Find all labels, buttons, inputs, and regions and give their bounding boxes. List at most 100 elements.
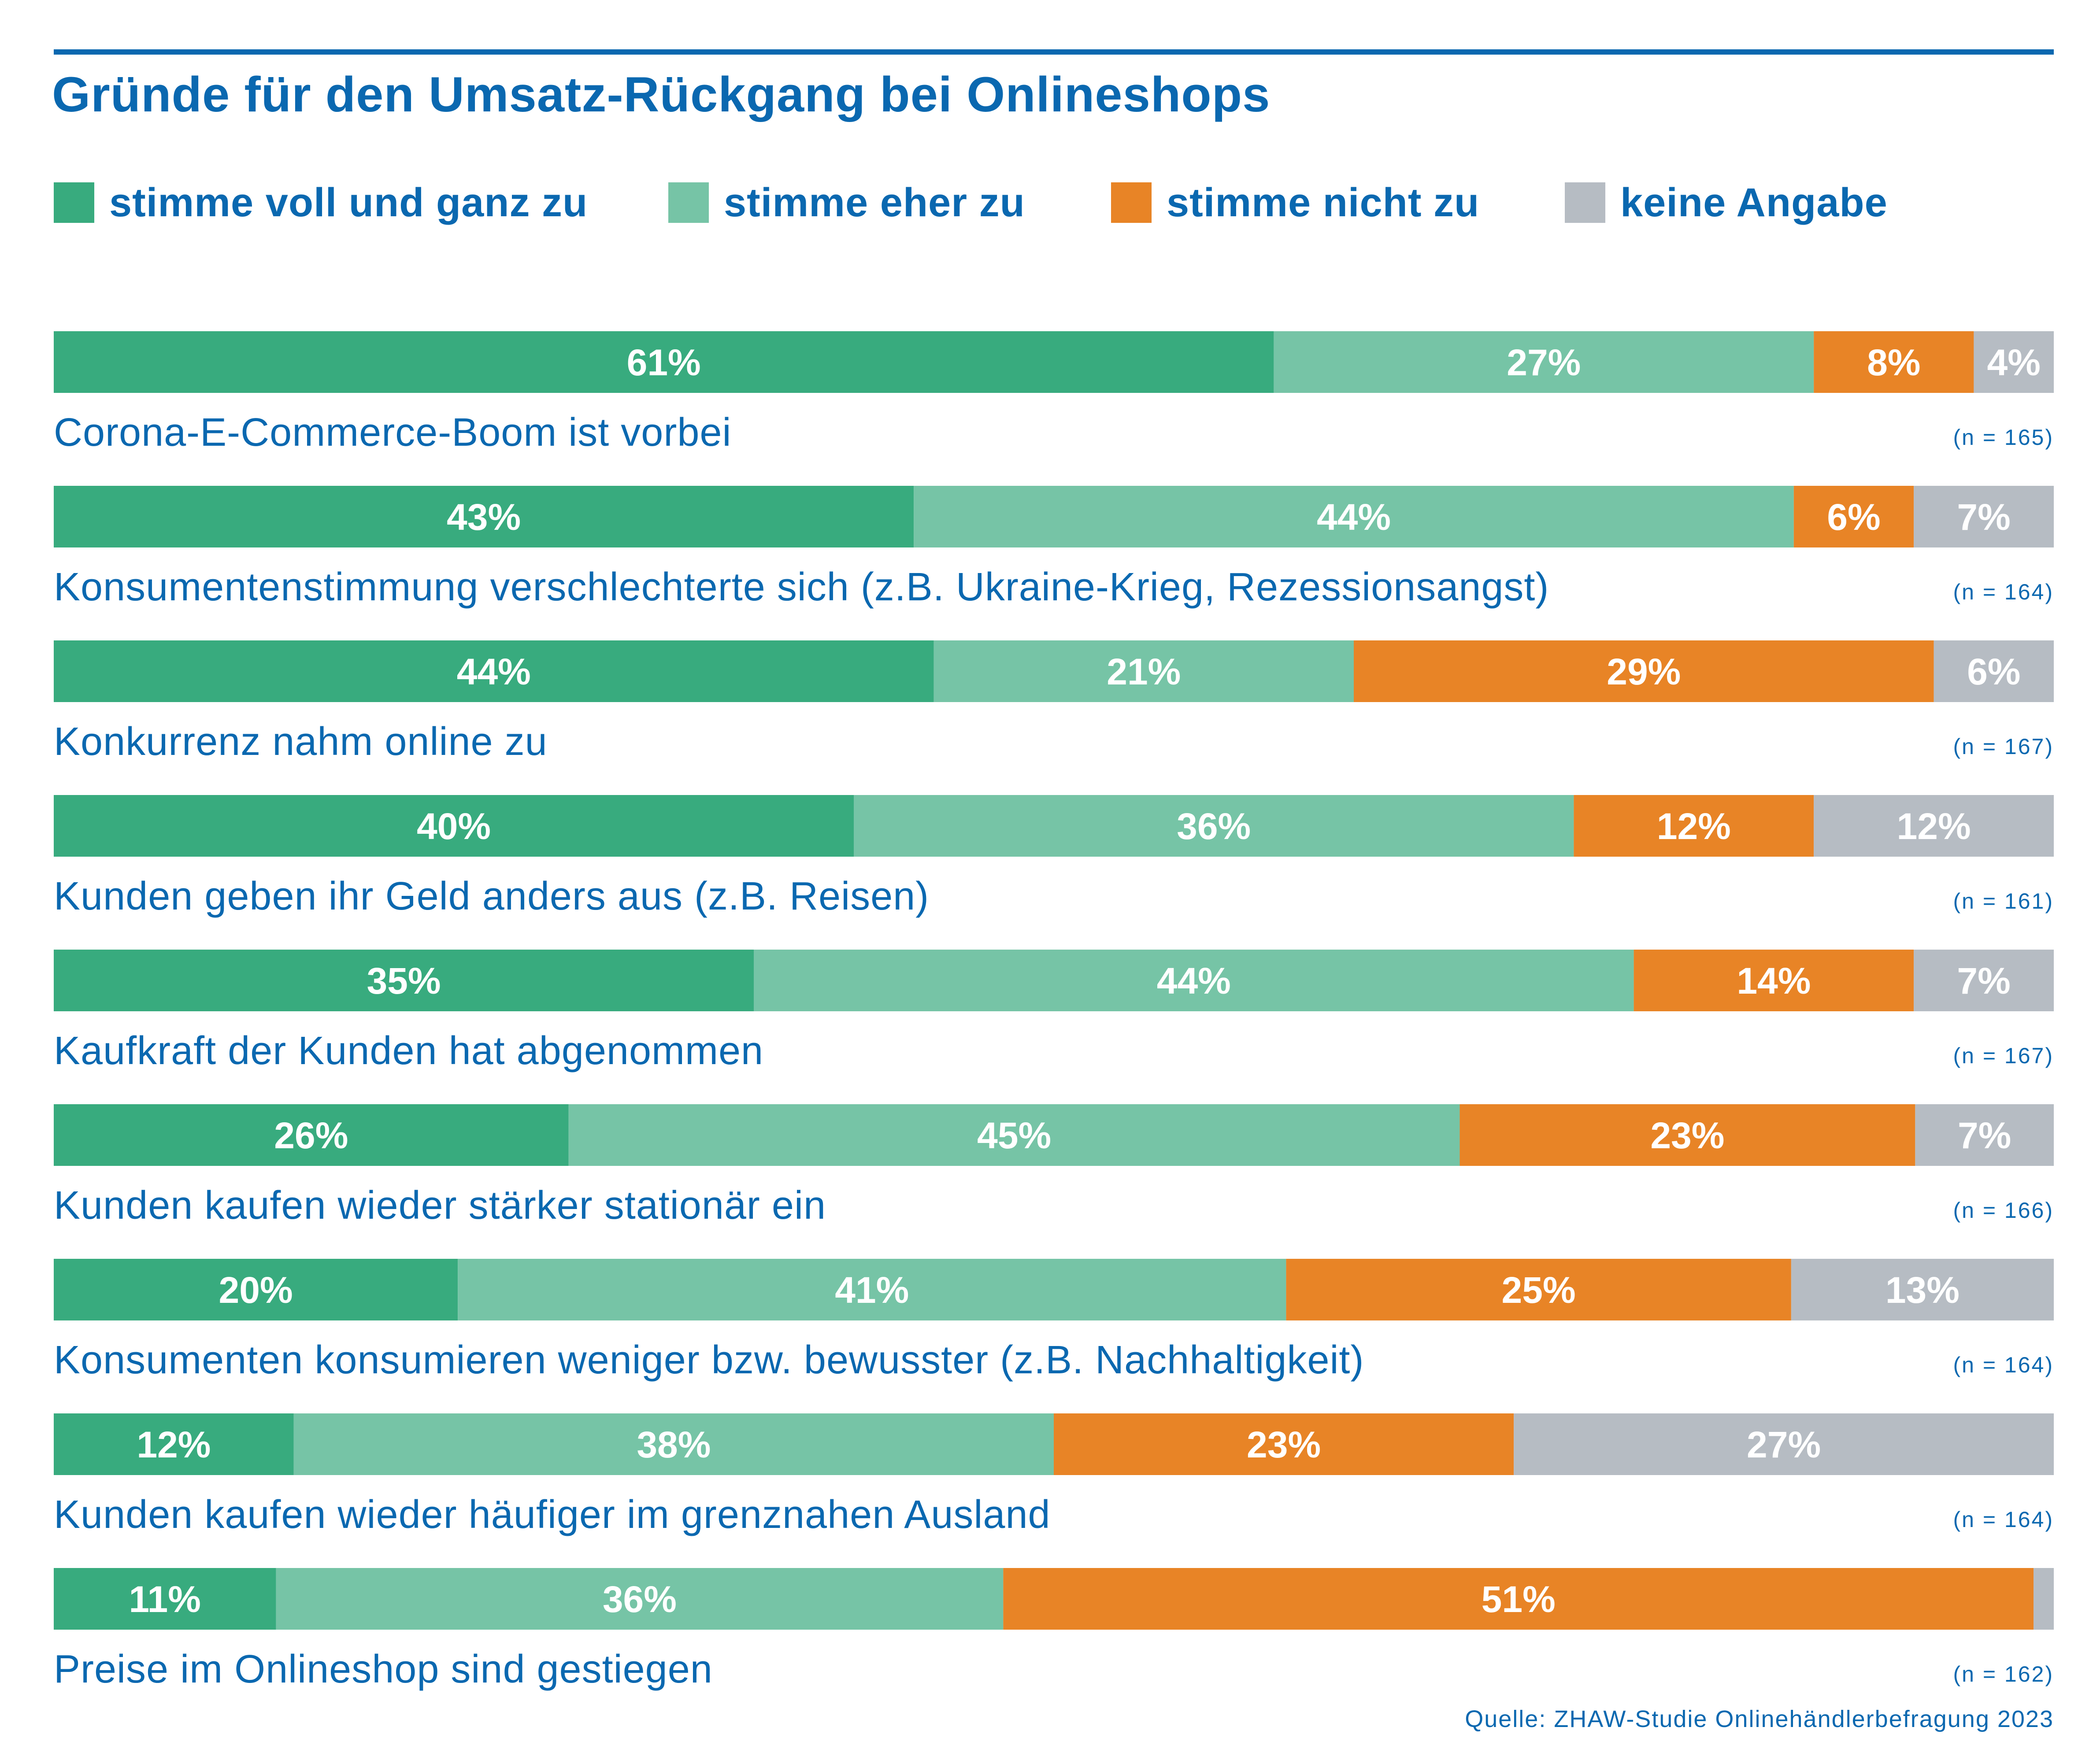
bar-segment-eher bbox=[754, 950, 1634, 1011]
value-label: 27% bbox=[1747, 1424, 1821, 1465]
bar-segment-eher bbox=[276, 1568, 1004, 1630]
value-label: 7% bbox=[1957, 960, 2010, 1002]
bar-segment-nicht bbox=[1054, 1413, 1514, 1475]
bar-segment-nicht bbox=[1634, 950, 1914, 1011]
value-label: 6% bbox=[1827, 496, 1880, 538]
value-label: 12% bbox=[1657, 806, 1731, 847]
bar-segment-eher bbox=[854, 795, 1574, 857]
sample-size-label: (n = 164) bbox=[1953, 580, 2054, 604]
bar-segment-eher bbox=[1274, 331, 1814, 393]
bar-segment-voll bbox=[54, 1259, 458, 1320]
value-label: 8% bbox=[1867, 342, 1920, 383]
value-label: 26% bbox=[274, 1115, 348, 1156]
legend-swatch bbox=[668, 182, 709, 223]
legend-label: keine Angabe bbox=[1620, 180, 1888, 225]
bar-segment-eher bbox=[568, 1104, 1460, 1166]
legend-swatch bbox=[1565, 182, 1605, 223]
title-rule bbox=[54, 49, 2054, 55]
bar-segment-nicht bbox=[1003, 1568, 2034, 1630]
value-label: 12% bbox=[1897, 806, 1971, 847]
legend-label: stimme nicht zu bbox=[1167, 180, 1480, 225]
sample-size-label: (n = 165) bbox=[1953, 425, 2054, 450]
value-label: 7% bbox=[1958, 1115, 2011, 1156]
value-label: 38% bbox=[637, 1424, 711, 1465]
bar-segment-keine-angabe bbox=[1934, 640, 2054, 702]
value-label: 61% bbox=[627, 342, 701, 383]
sample-size-label: (n = 164) bbox=[1953, 1507, 2054, 1532]
bar-segment-keine-angabe bbox=[1915, 1104, 2054, 1166]
bar-segment-eher bbox=[934, 640, 1354, 702]
sample-size-label: (n = 166) bbox=[1953, 1198, 2054, 1223]
legend-label: stimme voll und ganz zu bbox=[109, 180, 588, 225]
bar-segment-eher bbox=[293, 1413, 1054, 1475]
value-label: 13% bbox=[1886, 1269, 1960, 1311]
value-label: 27% bbox=[1507, 342, 1581, 383]
source-note: Quelle: ZHAW-Studie Onlinehändlerbefragu… bbox=[1465, 1706, 2054, 1732]
sample-size-label: (n = 167) bbox=[1953, 1043, 2054, 1068]
value-label: 20% bbox=[219, 1269, 293, 1311]
bar-segment-keine-angabe bbox=[1974, 331, 2054, 393]
legend-label: stimme eher zu bbox=[724, 180, 1025, 225]
value-label: 43% bbox=[447, 496, 521, 538]
value-label: 21% bbox=[1107, 651, 1181, 692]
category-label: Konsumentenstimmung verschlechterte sich… bbox=[54, 565, 1549, 609]
category-label: Kunden kaufen wieder häufiger im grenzna… bbox=[54, 1493, 1051, 1537]
bar-segment-nicht bbox=[1460, 1104, 1915, 1166]
value-label: 25% bbox=[1502, 1269, 1576, 1311]
bar-segment-voll bbox=[54, 1413, 294, 1475]
bar-segment-nicht bbox=[1574, 795, 1814, 857]
value-label: 45% bbox=[977, 1115, 1051, 1156]
value-label: 4% bbox=[1987, 342, 2040, 383]
category-label: Konsumenten konsumieren weniger bzw. bew… bbox=[54, 1338, 1364, 1382]
bar-segment-eher bbox=[458, 1259, 1286, 1320]
bar-segment-keine-angabe bbox=[2034, 1568, 2054, 1630]
bar-segment-nicht bbox=[1814, 331, 1974, 393]
bar-segment-keine-angabe bbox=[1514, 1413, 2054, 1475]
value-label: 35% bbox=[367, 960, 441, 1002]
bar-segment-eher bbox=[914, 486, 1794, 547]
value-label: 11% bbox=[129, 1579, 201, 1620]
value-label: 23% bbox=[1650, 1115, 1724, 1156]
category-label: Kunden kaufen wieder stärker stationär e… bbox=[54, 1183, 826, 1228]
category-label: Kaufkraft der Kunden hat abgenommen bbox=[54, 1029, 763, 1073]
value-label: 51% bbox=[1482, 1579, 1556, 1620]
value-label: 29% bbox=[1607, 651, 1681, 692]
value-label: 44% bbox=[1157, 960, 1231, 1002]
sample-size-label: (n = 167) bbox=[1953, 734, 2054, 759]
value-label: 23% bbox=[1247, 1424, 1321, 1465]
value-label: 12% bbox=[137, 1424, 211, 1465]
value-label: 7% bbox=[1957, 496, 2010, 538]
bar-segment-keine-angabe bbox=[1814, 795, 2054, 857]
legend-swatch bbox=[1111, 182, 1152, 223]
bar-segment-keine-angabe bbox=[1791, 1259, 2054, 1320]
value-label: 14% bbox=[1737, 960, 1811, 1002]
bar-segment-voll bbox=[54, 331, 1274, 393]
bar-segment-voll bbox=[54, 795, 854, 857]
bar-segment-voll bbox=[54, 1568, 276, 1630]
bar-segment-voll bbox=[54, 950, 754, 1011]
bar-segment-nicht bbox=[1793, 486, 1914, 547]
legend-swatch bbox=[54, 182, 94, 223]
category-label: Kunden geben ihr Geld anders aus (z.B. R… bbox=[54, 874, 929, 918]
bar-segment-keine-angabe bbox=[1914, 486, 2054, 547]
bar-segment-voll bbox=[54, 486, 914, 547]
value-label: 44% bbox=[1317, 496, 1391, 538]
sample-size-label: (n = 162) bbox=[1953, 1662, 2054, 1686]
category-label: Preise im Onlineshop sind gestiegen bbox=[54, 1647, 713, 1691]
bar-segment-voll bbox=[54, 1104, 569, 1166]
value-label: 40% bbox=[417, 806, 491, 847]
bar-segment-nicht bbox=[1286, 1259, 1791, 1320]
value-label: 41% bbox=[835, 1269, 909, 1311]
value-label: 44% bbox=[457, 651, 531, 692]
category-label: Konkurrenz nahm online zu bbox=[54, 720, 548, 764]
value-label: 36% bbox=[603, 1579, 677, 1620]
bar-segment-keine-angabe bbox=[1914, 950, 2054, 1011]
chart-title: Gründe für den Umsatz-Rückgang bei Onlin… bbox=[52, 67, 1271, 122]
value-label: 6% bbox=[1967, 651, 2020, 692]
sample-size-label: (n = 164) bbox=[1953, 1353, 2054, 1377]
bar-segment-voll bbox=[54, 640, 934, 702]
bar-segment-nicht bbox=[1354, 640, 1934, 702]
sample-size-label: (n = 161) bbox=[1953, 889, 2054, 913]
value-label: 36% bbox=[1177, 806, 1251, 847]
